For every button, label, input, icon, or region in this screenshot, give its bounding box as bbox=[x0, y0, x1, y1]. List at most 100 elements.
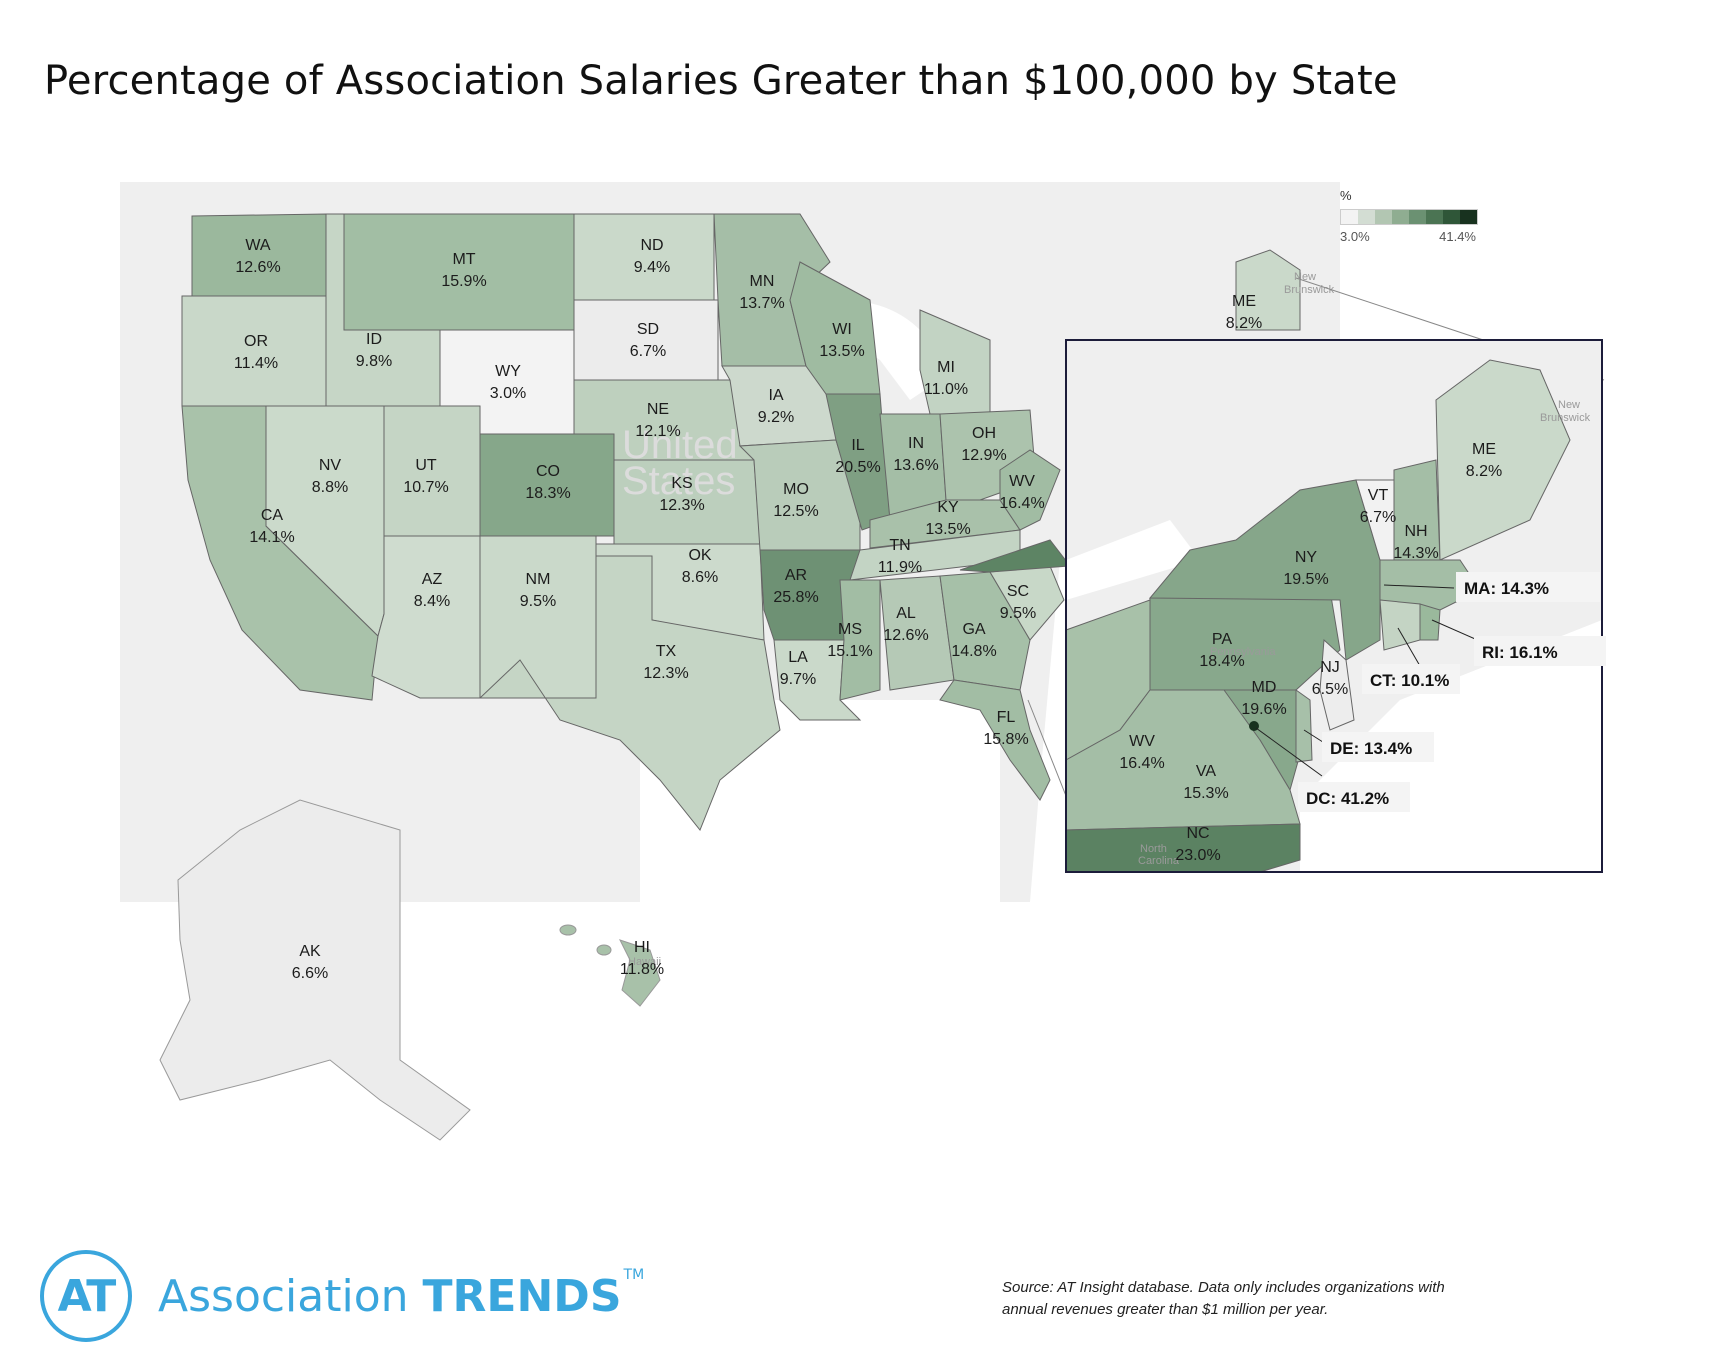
basemap-label-hawaii: Hawaii bbox=[628, 956, 661, 968]
state-abbr: OH bbox=[972, 425, 996, 442]
state-shape-ME-main[interactable] bbox=[1235, 249, 1301, 331]
state-shape-MS[interactable] bbox=[839, 579, 881, 701]
state-value: 15.9% bbox=[441, 273, 486, 290]
state-labels: WA 12.6% OR 11.4% CA 14.1% ID 9.8% NV 8.8% MT… bbox=[234, 237, 1502, 982]
association-trends-logo: AT Association TRENDS TM bbox=[40, 1250, 644, 1342]
state-abbr: VA bbox=[1196, 763, 1216, 780]
state-value: 8.6% bbox=[682, 569, 718, 586]
state-label-OK: OK 8.6% bbox=[682, 547, 718, 586]
state-abbr: NM bbox=[526, 571, 551, 588]
basemap-label-new-brunswick: New bbox=[1294, 271, 1316, 283]
inset-label-NH: NH 14.3% bbox=[1393, 523, 1438, 562]
state-abbr: NH bbox=[1404, 523, 1427, 540]
state-value: 12.6% bbox=[235, 259, 280, 276]
state-value: 12.3% bbox=[643, 665, 688, 682]
legend-swatch bbox=[1392, 210, 1409, 224]
state-shape-AZ[interactable] bbox=[371, 535, 481, 699]
state-abbr: IL bbox=[851, 437, 864, 454]
basemap-label-new-brunswick: Brunswick bbox=[1284, 284, 1335, 296]
legend-swatch bbox=[1358, 210, 1375, 224]
state-abbr: LA bbox=[788, 649, 808, 666]
state-shape-GA[interactable] bbox=[939, 571, 1031, 691]
state-abbr: FL bbox=[997, 709, 1016, 726]
state-shape-WA[interactable] bbox=[191, 213, 329, 297]
state-shape-HI-island bbox=[559, 924, 577, 936]
state-shape-NM[interactable] bbox=[479, 535, 597, 699]
state-abbr: AK bbox=[299, 943, 321, 960]
callout-box-MA bbox=[1456, 572, 1600, 602]
state-value: 18.3% bbox=[525, 485, 570, 502]
state-value: 16.4% bbox=[999, 495, 1044, 512]
logo-wordmark: Association TRENDS TM bbox=[158, 1267, 644, 1322]
page-title: Percentage of Association Salaries Great… bbox=[44, 58, 1398, 104]
state-shape-SD[interactable] bbox=[573, 299, 719, 381]
state-label-WI: WI 13.5% bbox=[819, 321, 864, 360]
state-shape-FL[interactable] bbox=[939, 679, 1051, 801]
state-value: 12.3% bbox=[659, 497, 704, 514]
state-label-KY: KY 13.5% bbox=[925, 499, 970, 538]
state-label-IL: IL 20.5% bbox=[835, 437, 880, 476]
inset-label-NC: NC 23.0% bbox=[1175, 825, 1220, 864]
state-shape-WV-main[interactable] bbox=[999, 449, 1061, 531]
state-abbr: NV bbox=[319, 457, 342, 474]
state-abbr: OK bbox=[688, 547, 711, 564]
state-label-ND: ND 9.4% bbox=[634, 237, 670, 276]
state-value: 13.5% bbox=[819, 343, 864, 360]
state-value: 9.7% bbox=[780, 671, 816, 688]
state-abbr: IN bbox=[908, 435, 924, 452]
basemap-label-new-brunswick-inset: Brunswick bbox=[1540, 412, 1591, 424]
inset-connector-line bbox=[1027, 699, 1071, 807]
state-label-TX: TX 12.3% bbox=[643, 643, 688, 682]
state-shape-HI[interactable] bbox=[619, 939, 661, 1007]
legend-swatch bbox=[1409, 210, 1426, 224]
state-value: 6.6% bbox=[292, 965, 328, 982]
inset-state-NJ[interactable] bbox=[1319, 638, 1355, 731]
state-label-MO: MO 12.5% bbox=[773, 481, 818, 520]
state-abbr: KS bbox=[671, 475, 692, 492]
state-abbr: ID bbox=[366, 331, 382, 348]
state-value: 13.7% bbox=[739, 295, 784, 312]
legend-max-label: 41.4% bbox=[1439, 229, 1476, 244]
state-value: 9.8% bbox=[356, 353, 392, 370]
state-shape-TX[interactable] bbox=[478, 555, 781, 831]
state-shape-ND[interactable] bbox=[573, 213, 715, 301]
inset-state-PA[interactable] bbox=[1149, 589, 1341, 691]
logo-initials: AT bbox=[57, 1270, 117, 1322]
state-abbr: WY bbox=[495, 363, 521, 380]
state-abbr: MD bbox=[1252, 679, 1277, 696]
state-label-MS: MS 15.1% bbox=[827, 621, 872, 660]
state-label-SC: SC 9.5% bbox=[1000, 583, 1036, 622]
state-value: 8.2% bbox=[1466, 463, 1502, 480]
callout-RI: RI: 16.1% bbox=[1482, 643, 1558, 662]
state-abbr: TX bbox=[656, 643, 677, 660]
state-abbr: WA bbox=[245, 237, 271, 254]
state-abbr: AR bbox=[785, 567, 807, 584]
inset-label-MD: MD 19.6% bbox=[1241, 679, 1286, 718]
state-label-FL: FL 15.8% bbox=[983, 709, 1028, 748]
callout-line-DC bbox=[1255, 727, 1323, 777]
state-shape-OR[interactable] bbox=[181, 295, 331, 407]
state-label-KS: KS 12.3% bbox=[659, 475, 704, 514]
state-label-NE: NE 12.1% bbox=[635, 401, 680, 440]
state-shape-MT[interactable] bbox=[343, 213, 575, 331]
legend-color-scale bbox=[1340, 209, 1478, 225]
state-label-WA: WA 12.6% bbox=[235, 237, 280, 276]
state-label-IA: IA 9.2% bbox=[758, 387, 794, 426]
state-value: 12.6% bbox=[883, 627, 928, 644]
inset-state-RI[interactable] bbox=[1419, 603, 1441, 641]
state-label-OR: OR 11.4% bbox=[234, 333, 278, 372]
inset-label-VA: VA 15.3% bbox=[1183, 763, 1228, 802]
state-label-SD: SD 6.7% bbox=[630, 321, 666, 360]
state-label-NV: NV 8.8% bbox=[312, 457, 348, 496]
inset-state-DE[interactable] bbox=[1295, 689, 1313, 763]
state-label-AK: AK 6.6% bbox=[292, 943, 328, 982]
state-value: 12.9% bbox=[961, 447, 1006, 464]
state-value: 6.7% bbox=[1360, 509, 1396, 526]
state-value: 6.5% bbox=[1312, 681, 1348, 698]
state-value: 20.5% bbox=[835, 459, 880, 476]
state-shape-AK[interactable] bbox=[159, 799, 471, 1141]
legend-swatch bbox=[1460, 210, 1477, 224]
state-label-HI: HI 11.8% bbox=[620, 939, 664, 978]
state-value: 11.9% bbox=[878, 559, 922, 576]
